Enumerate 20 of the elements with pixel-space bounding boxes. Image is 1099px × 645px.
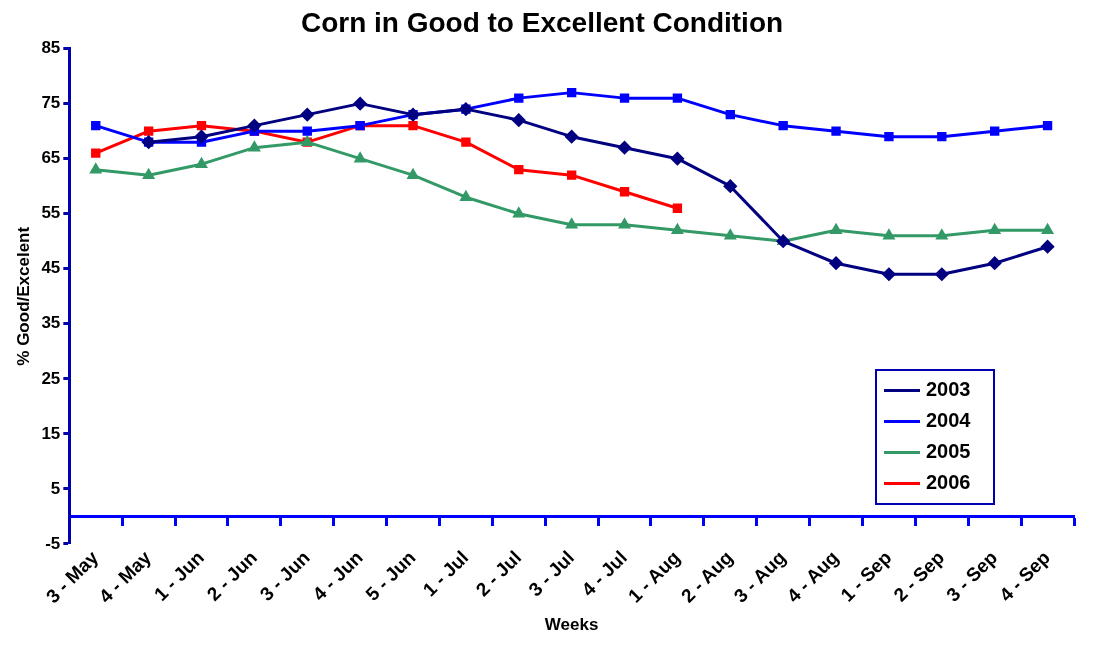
- y-tick-label: 45: [41, 258, 61, 278]
- y-tick-label: 65: [41, 148, 61, 168]
- legend-label: 2003: [926, 377, 971, 400]
- legend-label: 2004: [926, 408, 972, 431]
- x-tick-label: 2 - Jul: [471, 546, 526, 601]
- y-axis-title: % Good/Excelent: [13, 226, 33, 366]
- y-tick-label: 35: [41, 313, 61, 333]
- y-tick-label: 55: [41, 203, 61, 223]
- x-tick-label: 1 - Jul: [418, 546, 473, 601]
- y-tick-label: 85: [41, 38, 61, 58]
- x-axis-title: Weeks: [544, 615, 599, 635]
- x-tick-label: 3 - Jul: [524, 546, 579, 601]
- y-tick-label: -5: [45, 533, 61, 553]
- y-tick-label: 25: [41, 368, 61, 388]
- y-tick-label: 15: [41, 423, 61, 443]
- chart-title: Corn in Good to Excellent Condition: [300, 6, 784, 38]
- y-tick-label: 75: [41, 93, 61, 113]
- y-tick-label: 5: [50, 478, 61, 498]
- legend-label: 2005: [926, 439, 971, 462]
- legend-label: 2006: [926, 470, 971, 493]
